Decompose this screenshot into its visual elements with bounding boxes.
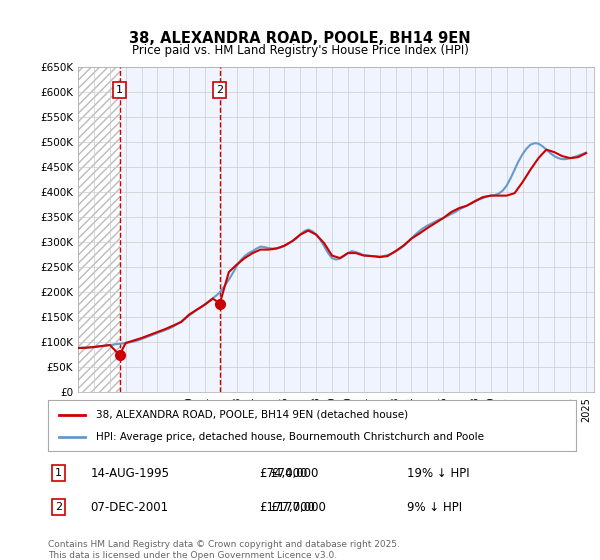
Text: HPI: Average price, detached house, Bournemouth Christchurch and Poole: HPI: Average price, detached house, Bour… <box>95 432 484 442</box>
Text: £74,000: £74,000 <box>259 466 308 479</box>
Text: £177,000: £177,000 <box>259 501 315 514</box>
Text: 38, ALEXANDRA ROAD, POOLE, BH14 9EN: 38, ALEXANDRA ROAD, POOLE, BH14 9EN <box>129 31 471 46</box>
Bar <box>78 67 120 392</box>
Text: 14-AUG-1995: 14-AUG-1995 <box>90 466 169 479</box>
Text: 38, ALEXANDRA ROAD, POOLE, BH14 9EN (detached house): 38, ALEXANDRA ROAD, POOLE, BH14 9EN (det… <box>95 409 407 419</box>
Text: 9% ↓ HPI: 9% ↓ HPI <box>407 501 462 514</box>
Text: 1: 1 <box>55 468 62 478</box>
Text: Price paid vs. HM Land Registry's House Price Index (HPI): Price paid vs. HM Land Registry's House … <box>131 44 469 57</box>
Text: 19% ↓ HPI: 19% ↓ HPI <box>407 466 470 479</box>
Text: 07-DEC-2001: 07-DEC-2001 <box>90 501 169 514</box>
Text: £74,000: £74,000 <box>270 466 318 479</box>
Text: Contains HM Land Registry data © Crown copyright and database right 2025.
This d: Contains HM Land Registry data © Crown c… <box>48 540 400 560</box>
Bar <box>78 67 120 392</box>
Text: 2: 2 <box>216 85 223 95</box>
Text: 1: 1 <box>116 85 123 95</box>
Text: £177,000: £177,000 <box>270 501 326 514</box>
Text: 2: 2 <box>55 502 62 512</box>
